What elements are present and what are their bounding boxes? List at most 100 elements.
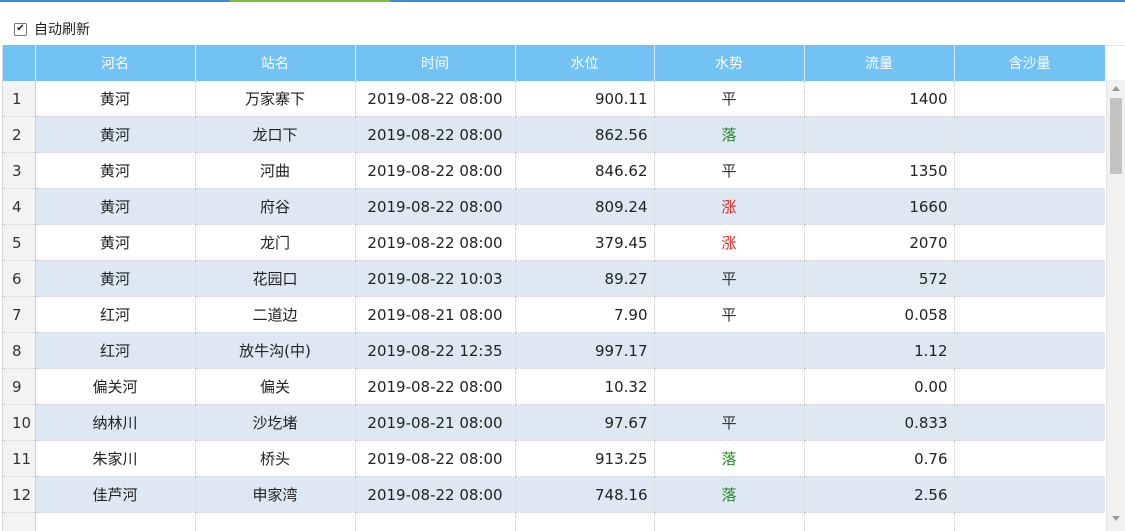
cell-flow: 0.00 — [804, 368, 955, 405]
cell-flow: 2070 — [804, 224, 955, 261]
header-row: 河名 站名 时间 水位 水势 流量 含沙量 — [3, 45, 1105, 81]
cell-trend — [654, 368, 805, 405]
cell-station: 申家湾 — [195, 476, 356, 513]
cell-level: 89.27 — [515, 260, 655, 297]
cell-river: 红河 — [35, 296, 196, 333]
cell-station: 河曲 — [195, 152, 356, 189]
water-level-grid: 河名 站名 时间 水位 水势 流量 含沙量 1 黄河 万家寨下 2019-08-22 … — [2, 45, 1105, 531]
row-index: 3 — [3, 152, 36, 189]
cell-level: 913.25 — [515, 440, 655, 477]
vertical-scrollbar[interactable] — [1106, 80, 1125, 531]
cell-river: 黄河 — [35, 224, 196, 261]
cell-level: 900.11 — [515, 81, 655, 117]
auto-refresh-checkbox[interactable]: ✔ — [14, 22, 27, 36]
auto-refresh-label[interactable]: 自动刷新 — [34, 22, 90, 38]
cell-station: 万家寨下 — [195, 81, 356, 117]
cell-level: 846.62 — [515, 152, 655, 189]
cell-time: 2019-08-21 08:00 — [355, 404, 516, 441]
header-sediment[interactable]: 含沙量 — [954, 45, 1105, 81]
cell-river: 黄河 — [35, 152, 196, 189]
cell-station: 放牛沟(中) — [195, 332, 356, 369]
cell-river: 朱家川 — [35, 440, 196, 477]
cell-river: 黄河 — [35, 81, 196, 117]
cell-flow — [804, 116, 955, 153]
cell-station: 龙门 — [195, 224, 356, 261]
checkmark-icon: ✔ — [16, 23, 25, 34]
row-index: 12 — [3, 476, 36, 513]
table-row[interactable]: 1 黄河 万家寨下 2019-08-22 08:00 900.11 平 1400 — [3, 81, 1105, 117]
cell-station: 偏关 — [195, 368, 356, 405]
row-index: 9 — [3, 368, 36, 405]
header-level[interactable]: 水位 — [515, 45, 655, 81]
cell-sediment — [954, 81, 1105, 117]
cell-trend: 平 — [654, 152, 805, 189]
header-trend[interactable]: 水势 — [654, 45, 805, 81]
header-station[interactable]: 站名 — [195, 45, 356, 81]
cell-sediment — [954, 368, 1105, 405]
cell-time: 2019-08-22 08:00 — [355, 224, 516, 261]
top-accent-line — [0, 0, 1125, 2]
row-index: 5 — [3, 224, 36, 261]
cell-flow — [804, 512, 955, 531]
table-row[interactable]: 11 朱家川 桥头 2019-08-22 08:00 913.25 落 0.76 — [3, 440, 1105, 477]
table-row[interactable]: 8 红河 放牛沟(中) 2019-08-22 12:35 997.17 1.12 — [3, 332, 1105, 369]
cell-trend: 平 — [654, 260, 805, 297]
table-row[interactable]: 2 黄河 龙口下 2019-08-22 08:00 862.56 落 — [3, 116, 1105, 153]
cell-station: 府谷 — [195, 188, 356, 225]
table-row[interactable]: 6 黄河 花园口 2019-08-22 10:03 89.27 平 572 — [3, 260, 1105, 297]
cell-level: 7.90 — [515, 296, 655, 333]
cell-level: 809.24 — [515, 188, 655, 225]
cell-trend: 涨 — [654, 224, 805, 261]
table-row[interactable] — [3, 512, 1105, 531]
cell-trend — [654, 332, 805, 369]
table-row[interactable]: 5 黄河 龙门 2019-08-22 08:00 379.45 涨 2070 — [3, 224, 1105, 261]
cell-flow: 1400 — [804, 81, 955, 117]
cell-level: 862.56 — [515, 116, 655, 153]
cell-trend: 落 — [654, 476, 805, 513]
cell-sediment — [954, 404, 1105, 441]
cell-sediment — [954, 296, 1105, 333]
cell-flow: 0.833 — [804, 404, 955, 441]
scroll-down-arrow-icon[interactable] — [1112, 516, 1120, 521]
cell-flow: 2.56 — [804, 476, 955, 513]
cell-time: 2019-08-22 08:00 — [355, 116, 516, 153]
cell-time: 2019-08-22 12:35 — [355, 332, 516, 369]
cell-river: 红河 — [35, 332, 196, 369]
cell-station: 二道边 — [195, 296, 356, 333]
table-row[interactable]: 4 黄河 府谷 2019-08-22 08:00 809.24 涨 1660 — [3, 188, 1105, 225]
cell-sediment — [954, 152, 1105, 189]
row-index: 10 — [3, 404, 36, 441]
table-row[interactable]: 12 佳芦河 申家湾 2019-08-22 08:00 748.16 落 2.56 — [3, 476, 1105, 513]
top-accent-segment — [230, 0, 390, 2]
cell-time: 2019-08-22 10:03 — [355, 260, 516, 297]
cell-level — [515, 512, 655, 531]
scroll-up-arrow-icon[interactable] — [1112, 86, 1120, 91]
header-time[interactable]: 时间 — [355, 45, 516, 81]
cell-flow: 1350 — [804, 152, 955, 189]
cell-sediment — [954, 188, 1105, 225]
cell-river: 偏关河 — [35, 368, 196, 405]
table-row[interactable]: 3 黄河 河曲 2019-08-22 08:00 846.62 平 1350 — [3, 152, 1105, 189]
cell-station: 龙口下 — [195, 116, 356, 153]
row-index: 11 — [3, 440, 36, 477]
cell-river: 黄河 — [35, 116, 196, 153]
cell-trend: 涨 — [654, 188, 805, 225]
cell-sediment — [954, 224, 1105, 261]
header-river[interactable]: 河名 — [35, 45, 196, 81]
table-row[interactable]: 10 纳林川 沙圪堵 2019-08-21 08:00 97.67 平 0.833 — [3, 404, 1105, 441]
cell-sediment — [954, 260, 1105, 297]
scroll-thumb[interactable] — [1110, 98, 1122, 174]
row-index: 6 — [3, 260, 36, 297]
cell-river: 黄河 — [35, 260, 196, 297]
table-row[interactable]: 9 偏关河 偏关 2019-08-22 08:00 10.32 0.00 — [3, 368, 1105, 405]
cell-flow: 0.76 — [804, 440, 955, 477]
header-flow[interactable]: 流量 — [804, 45, 955, 81]
cell-sediment — [954, 332, 1105, 369]
cell-sediment — [954, 512, 1105, 531]
cell-flow: 1.12 — [804, 332, 955, 369]
table-row[interactable]: 7 红河 二道边 2019-08-21 08:00 7.90 平 0.058 — [3, 296, 1105, 333]
cell-station — [195, 512, 356, 531]
toolbar: ✔ 自动刷新 — [14, 18, 90, 40]
cell-trend — [654, 512, 805, 531]
cell-sediment — [954, 116, 1105, 153]
